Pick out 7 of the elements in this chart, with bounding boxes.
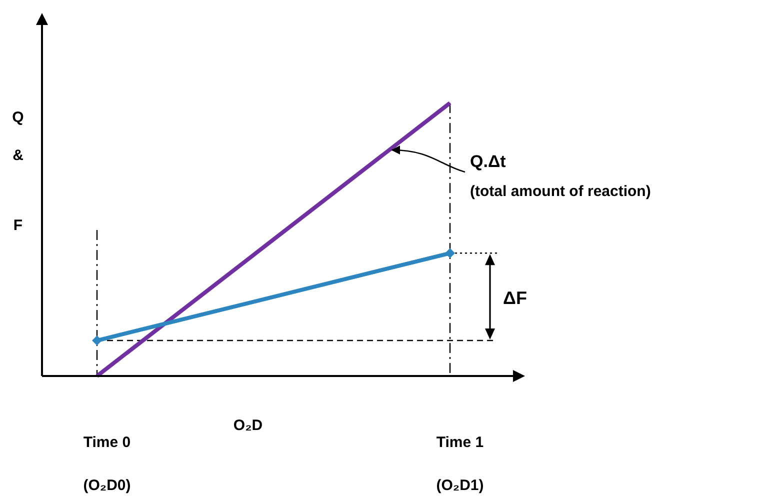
category-label: Time 0 (O₂D0) [83,434,131,494]
annotation: ΔF [503,288,527,308]
category-label: Time 1 (O₂D1) [436,434,484,494]
annotation: Q.Δt [470,152,506,171]
x-axis-title: O₂D [233,417,263,434]
annotation: (total amount of reaction) [470,183,651,200]
text: Q & F [12,109,24,234]
